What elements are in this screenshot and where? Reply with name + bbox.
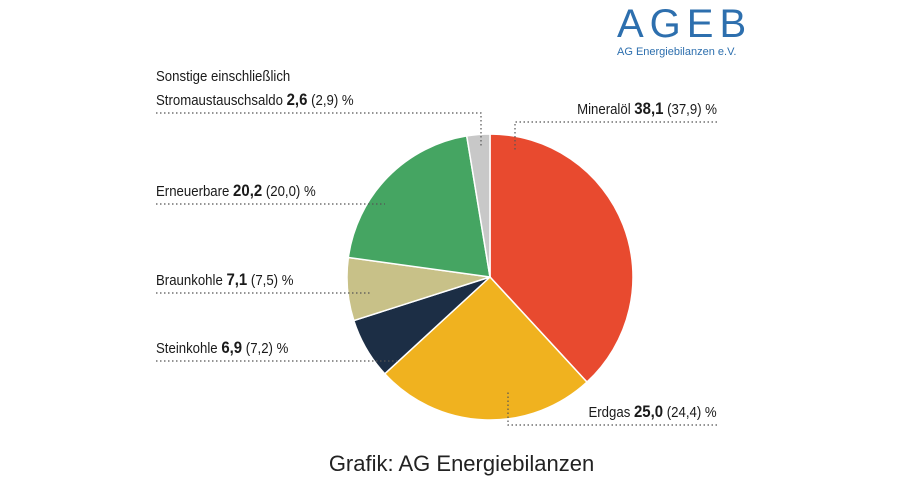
unit: %	[705, 404, 717, 421]
slice-name: Erdgas	[588, 404, 631, 421]
slice-value: 25,0	[634, 402, 664, 421]
logo-name: AGEB	[617, 2, 753, 46]
label-sonstige: Sonstige einschließlich Stromaustauschsa…	[156, 67, 354, 111]
slice-name-line1: Sonstige einschließlich	[156, 68, 291, 85]
slice-erdgas	[383, 275, 589, 421]
label-mineraloel: Mineralöl 38,1 (37,9) %	[577, 99, 717, 120]
slice-value: 6,9	[221, 338, 243, 357]
slice-mineraloel	[489, 133, 634, 384]
logo-subtitle: AG Energiebilanzen e.V.	[617, 46, 737, 58]
slice-name: Stromaustauschsaldo	[156, 92, 283, 109]
unit: %	[276, 340, 289, 357]
slice-sonstige	[465, 133, 491, 278]
label-braunkohle: Braunkohle 7,1 (7,5) %	[156, 270, 293, 291]
slice-value: 2,6	[286, 90, 308, 109]
label-erneuerbare: Erneuerbare 20,2 (20,0) %	[156, 181, 316, 202]
unit: %	[705, 101, 717, 118]
slice-previous: (2,9)	[311, 92, 339, 109]
unit: %	[304, 183, 316, 200]
slice-value: 38,1	[634, 99, 664, 118]
leader-line-erdgas	[507, 390, 717, 426]
slice-previous: (7,5)	[250, 272, 279, 289]
label-steinkohle: Steinkohle 6,9 (7,2) %	[156, 338, 288, 359]
slice-value: 7,1	[226, 270, 248, 289]
slice-erneuerbare	[347, 135, 491, 278]
credit: Grafik: AG Energiebilanzen	[328, 451, 595, 476]
slice-name: Mineralöl	[577, 101, 631, 118]
slice-name: Steinkohle	[156, 340, 218, 357]
slice-name: Erneuerbare	[156, 183, 230, 200]
ageb-logo: AGEB AG Energiebilanzen e.V.	[617, 2, 752, 58]
slice-previous: (37,9)	[667, 101, 702, 118]
label-erdgas: Erdgas 25,0 (24,4) %	[589, 402, 717, 423]
leader-line-sonstige	[156, 112, 482, 147]
slice-name: Braunkohle	[156, 272, 223, 289]
unit: %	[341, 92, 354, 109]
slice-value: 20,2	[233, 181, 263, 200]
unit: %	[281, 272, 294, 289]
slice-previous: (7,2)	[245, 340, 273, 357]
slice-previous: (20,0)	[265, 183, 301, 200]
slice-previous: (24,4)	[667, 404, 702, 421]
